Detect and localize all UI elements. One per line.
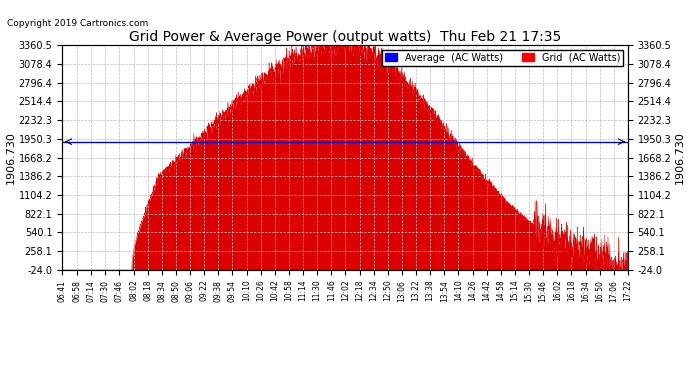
Text: Copyright 2019 Cartronics.com: Copyright 2019 Cartronics.com	[7, 19, 148, 28]
Legend: Average  (AC Watts), Grid  (AC Watts): Average (AC Watts), Grid (AC Watts)	[382, 50, 623, 66]
Y-axis label: 1906.730: 1906.730	[674, 131, 684, 184]
Y-axis label: 1906.730: 1906.730	[6, 131, 16, 184]
Title: Grid Power & Average Power (output watts)  Thu Feb 21 17:35: Grid Power & Average Power (output watts…	[129, 30, 561, 44]
